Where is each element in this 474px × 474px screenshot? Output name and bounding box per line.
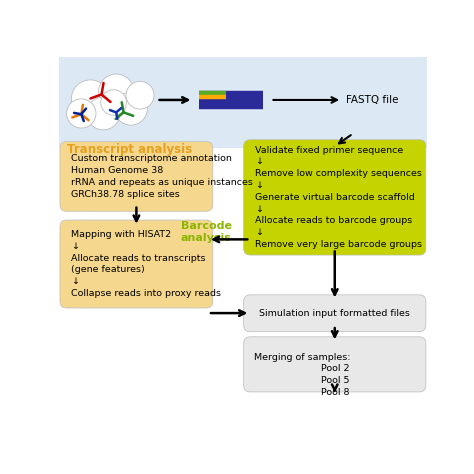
FancyBboxPatch shape (52, 50, 434, 148)
Circle shape (126, 82, 154, 109)
Text: Mapping with HISAT2
↓
Allocate reads to transcripts
(gene features)
↓
Collapse r: Mapping with HISAT2 ↓ Allocate reads to … (71, 230, 221, 298)
Text: Simulation input formatted files: Simulation input formatted files (259, 309, 410, 318)
Text: Pool 5: Pool 5 (320, 376, 349, 385)
FancyBboxPatch shape (60, 142, 213, 211)
Text: Pool 8: Pool 8 (320, 388, 349, 397)
Text: Pool 2: Pool 2 (320, 364, 349, 373)
Text: FASTQ file: FASTQ file (346, 95, 398, 105)
Circle shape (114, 92, 147, 125)
Circle shape (87, 97, 120, 130)
Circle shape (101, 90, 127, 115)
Text: Custom transcriptome annotation
Human Genome 38
rRNA and repeats as unique insta: Custom transcriptome annotation Human Ge… (71, 154, 253, 199)
FancyBboxPatch shape (60, 220, 213, 308)
Text: Transcript analysis: Transcript analysis (66, 143, 191, 155)
Text: Validate fixed primer sequence
↓
Remove low complexity sequences
↓
Generate virt: Validate fixed primer sequence ↓ Remove … (255, 146, 422, 249)
FancyBboxPatch shape (244, 295, 426, 332)
Circle shape (72, 80, 109, 118)
FancyBboxPatch shape (244, 337, 426, 392)
Text: Barcode
analysis: Barcode analysis (181, 221, 232, 243)
Text: Merging of samples:: Merging of samples: (254, 353, 350, 362)
FancyBboxPatch shape (244, 140, 426, 255)
Circle shape (99, 74, 134, 109)
Circle shape (66, 99, 96, 128)
